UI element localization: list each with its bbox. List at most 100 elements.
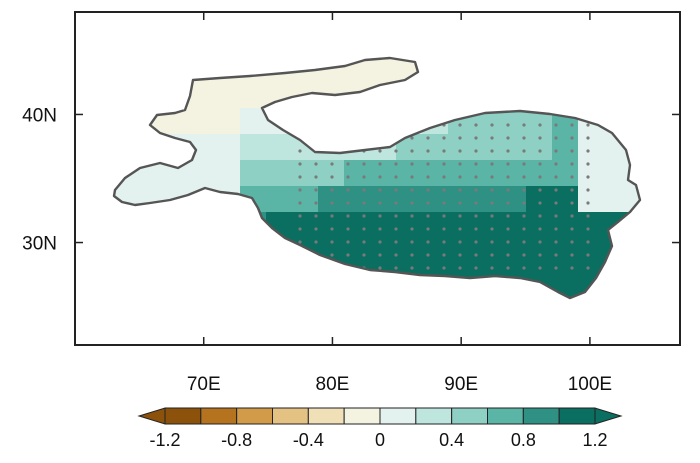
stipple-dot xyxy=(570,240,574,244)
stipple-dot xyxy=(330,162,334,166)
stipple-dot xyxy=(474,240,478,244)
stipple-dot xyxy=(522,149,526,153)
grid-cell xyxy=(292,212,319,239)
stipple-dot xyxy=(474,149,478,153)
stipple-dot xyxy=(490,214,494,218)
stipple-dot xyxy=(426,162,430,166)
grid-cell xyxy=(214,108,241,135)
stipple-dot xyxy=(554,214,558,218)
stipple-dot xyxy=(442,175,446,179)
stipple-dot xyxy=(378,266,382,270)
stipple-dot xyxy=(426,227,430,231)
stipple-dot xyxy=(314,201,318,205)
stipple-dot xyxy=(474,214,478,218)
stipple-dot xyxy=(586,162,590,166)
grid-cell xyxy=(604,160,631,187)
colorbar-tick-label: -1.2 xyxy=(149,430,180,450)
stipple-dot xyxy=(570,253,574,257)
stipple-dot xyxy=(298,175,302,179)
stipple-dot xyxy=(490,266,494,270)
stipple-dot xyxy=(410,240,414,244)
grid-cell xyxy=(578,238,605,265)
x-tick-label: 70E xyxy=(187,374,221,395)
stipple-dot xyxy=(394,188,398,192)
significance-stippling xyxy=(298,123,590,270)
stipple-dot xyxy=(490,175,494,179)
colorbar-segment xyxy=(379,407,417,425)
stipple-dot xyxy=(410,214,414,218)
stipple-dot xyxy=(554,201,558,205)
grid-cell xyxy=(474,134,501,161)
stipple-dot xyxy=(298,214,302,218)
stipple-dot xyxy=(442,136,446,140)
stipple-dot xyxy=(298,227,302,231)
stipple-dot xyxy=(442,149,446,153)
stipple-dot xyxy=(538,214,542,218)
colorbar-tick-label: -0.4 xyxy=(293,430,324,450)
stipple-dot xyxy=(506,162,510,166)
grid-cell xyxy=(370,186,397,213)
stipple-dot xyxy=(458,175,462,179)
stipple-dot xyxy=(474,227,478,231)
grid-cell xyxy=(240,108,267,135)
stipple-dot xyxy=(538,240,542,244)
stipple-dot xyxy=(554,149,558,153)
stipple-dot xyxy=(506,266,510,270)
colorbar-segment xyxy=(522,407,560,425)
stipple-dot xyxy=(298,240,302,244)
stipple-dot xyxy=(330,201,334,205)
stipple-dot xyxy=(586,227,590,231)
stipple-dot xyxy=(442,188,446,192)
stipple-dot xyxy=(346,240,350,244)
stipple-dot xyxy=(506,227,510,231)
grid-cell xyxy=(396,238,423,265)
stipple-dot xyxy=(314,240,318,244)
stipple-dot xyxy=(362,214,366,218)
stipple-dot xyxy=(458,240,462,244)
grid-cell xyxy=(396,212,423,239)
stipple-dot xyxy=(330,188,334,192)
stipple-dot xyxy=(586,175,590,179)
stipple-dot xyxy=(554,162,558,166)
stipple-dot xyxy=(426,266,430,270)
stipple-dot xyxy=(458,136,462,140)
stipple-dot xyxy=(474,266,478,270)
stipple-dot xyxy=(506,123,510,127)
stipple-dot xyxy=(362,175,366,179)
stipple-dot xyxy=(554,123,558,127)
stipple-dot xyxy=(522,162,526,166)
stipple-dot xyxy=(298,149,302,153)
stipple-dot xyxy=(586,188,590,192)
grid-cell xyxy=(240,82,267,109)
stipple-dot xyxy=(570,123,574,127)
stipple-dot xyxy=(490,227,494,231)
stipple-dot xyxy=(490,162,494,166)
grid-cell xyxy=(500,134,527,161)
colorbar-segment xyxy=(558,407,596,425)
stipple-dot xyxy=(474,175,478,179)
stipple-dot xyxy=(410,253,414,257)
x-tick-label: 80E xyxy=(316,374,350,395)
stipple-dot xyxy=(538,162,542,166)
stipple-dot xyxy=(554,175,558,179)
grid-cell xyxy=(370,160,397,187)
grid-cell xyxy=(500,238,527,265)
stipple-dot xyxy=(538,201,542,205)
grid-cell xyxy=(500,160,527,187)
stipple-dot xyxy=(538,123,542,127)
stipple-dot xyxy=(554,253,558,257)
stipple-dot xyxy=(490,123,494,127)
stipple-dot xyxy=(586,214,590,218)
grid-cell xyxy=(474,212,501,239)
stipple-dot xyxy=(522,214,526,218)
stipple-dot xyxy=(570,214,574,218)
stipple-dot xyxy=(442,253,446,257)
stipple-dot xyxy=(570,227,574,231)
stipple-dot xyxy=(506,240,510,244)
grid-cell xyxy=(188,108,215,135)
x-tick-label: 90E xyxy=(444,374,478,395)
stipple-dot xyxy=(554,136,558,140)
stipple-dot xyxy=(506,253,510,257)
stipple-dot xyxy=(330,214,334,218)
